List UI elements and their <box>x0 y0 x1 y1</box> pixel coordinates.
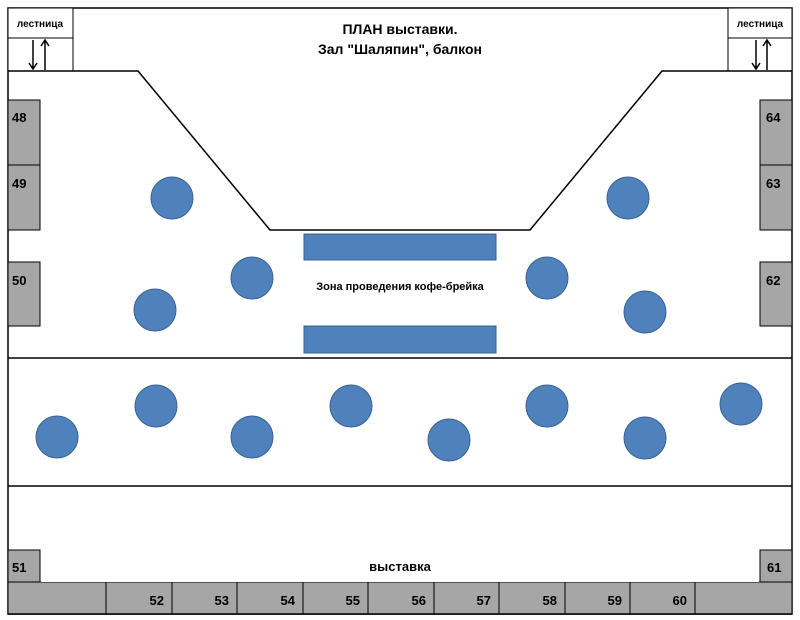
booth-59[interactable]: 59 <box>608 593 622 608</box>
booth-50[interactable]: 50 <box>7 261 41 327</box>
coffee-table <box>303 233 497 261</box>
booth-57[interactable]: 57 <box>477 593 491 608</box>
coffee-zone-label: Зона проведения кофе-брейка <box>316 281 484 293</box>
svg-text:63: 63 <box>766 176 780 191</box>
svg-text:48: 48 <box>12 110 26 125</box>
round-table <box>35 415 79 459</box>
svg-text:62: 62 <box>766 273 780 288</box>
round-table <box>606 176 650 220</box>
hall-outline <box>7 7 793 615</box>
stairs-right: лестница <box>727 7 793 72</box>
round-table <box>329 384 373 428</box>
booth-51-label: 51 <box>12 560 26 575</box>
booth-61-label: 61 <box>767 560 781 575</box>
coffee-table <box>303 325 497 354</box>
stairs-left-label: лестница <box>17 19 64 30</box>
round-table <box>623 290 667 334</box>
booth-49[interactable]: 49 <box>7 164 41 231</box>
round-table <box>134 384 178 428</box>
svg-text:49: 49 <box>12 176 26 191</box>
svg-text:64: 64 <box>766 110 781 125</box>
balcony-edge <box>8 70 792 231</box>
round-table <box>427 418 471 462</box>
round-table <box>150 176 194 220</box>
exhibition-label: выставка <box>369 559 431 574</box>
stairs-left: лестница <box>7 7 74 72</box>
arrow-up-icon <box>762 38 772 70</box>
booth-58[interactable]: 58 <box>543 593 557 608</box>
round-table <box>719 382 763 426</box>
bottom-booths: 52 53 54 55 56 57 58 59 60 <box>105 582 696 614</box>
round-table <box>230 415 274 459</box>
booth-63[interactable]: 63 <box>759 164 793 231</box>
round-tables <box>35 176 763 462</box>
round-table <box>230 256 274 300</box>
booth-48[interactable]: 48 <box>7 99 41 166</box>
round-table <box>133 288 177 332</box>
round-table <box>525 384 569 428</box>
booth-strip <box>7 581 793 615</box>
round-table <box>623 416 667 460</box>
booth-55[interactable]: 55 <box>346 593 360 608</box>
arrow-down-icon <box>28 40 38 71</box>
arrow-down-icon <box>751 40 761 71</box>
booth-56[interactable]: 56 <box>412 593 426 608</box>
booth-60[interactable]: 60 <box>673 593 687 608</box>
stairs-right-label: лестница <box>737 19 784 30</box>
plan-title: ПЛАН выставки. <box>342 21 457 37</box>
arrow-up-icon <box>40 38 50 70</box>
booth-64[interactable]: 64 <box>759 99 793 166</box>
svg-text:50: 50 <box>12 273 26 288</box>
booth-54[interactable]: 54 <box>281 593 296 608</box>
booth-52[interactable]: 52 <box>150 593 164 608</box>
booth-53[interactable]: 53 <box>215 593 229 608</box>
booth-62[interactable]: 62 <box>759 261 793 327</box>
round-table <box>525 256 569 300</box>
plan-subtitle: Зал "Шаляпин", балкон <box>318 41 482 57</box>
